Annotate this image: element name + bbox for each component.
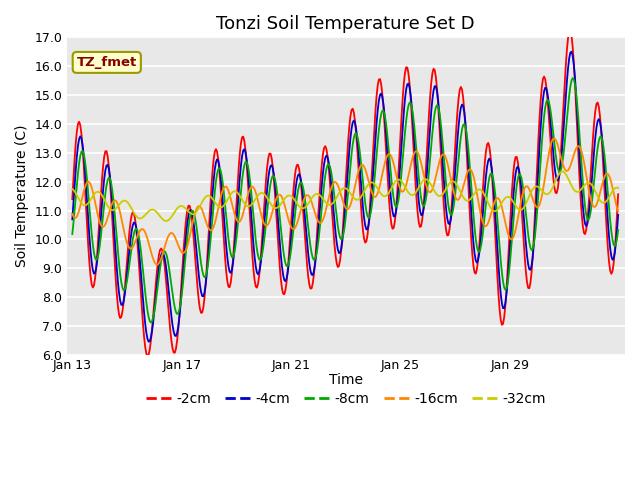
Legend: -2cm, -4cm, -8cm, -16cm, -32cm: -2cm, -4cm, -8cm, -16cm, -32cm: [140, 386, 551, 411]
Text: TZ_fmet: TZ_fmet: [77, 56, 137, 69]
Title: Tonzi Soil Temperature Set D: Tonzi Soil Temperature Set D: [216, 15, 475, 33]
Y-axis label: Soil Temperature (C): Soil Temperature (C): [15, 125, 29, 267]
X-axis label: Time: Time: [329, 373, 363, 387]
